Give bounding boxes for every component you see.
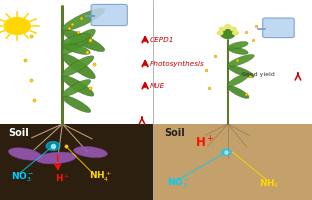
Ellipse shape	[62, 56, 94, 76]
Text: Seed yield: Seed yield	[242, 72, 275, 77]
Text: Field yield: Field yield	[94, 116, 125, 121]
Ellipse shape	[62, 43, 90, 54]
Text: NUE: NUE	[150, 83, 165, 89]
Text: H$^+$: H$^+$	[55, 172, 70, 184]
Ellipse shape	[62, 8, 105, 31]
Ellipse shape	[74, 146, 107, 158]
Text: NH$_4^+$: NH$_4^+$	[89, 170, 112, 184]
Circle shape	[231, 27, 236, 31]
Ellipse shape	[61, 54, 95, 79]
Ellipse shape	[8, 148, 41, 160]
Bar	[0, 124, 153, 200]
Ellipse shape	[227, 74, 249, 86]
Ellipse shape	[228, 47, 248, 54]
Ellipse shape	[227, 65, 254, 78]
Text: Soil: Soil	[164, 128, 185, 138]
Circle shape	[46, 142, 60, 150]
Text: H$^+$: H$^+$	[195, 136, 214, 151]
Ellipse shape	[62, 34, 90, 45]
Ellipse shape	[227, 54, 254, 67]
Ellipse shape	[61, 29, 95, 54]
Ellipse shape	[227, 86, 249, 98]
Text: Photosynthesis: Photosynthesis	[150, 61, 204, 67]
Ellipse shape	[62, 29, 105, 52]
Ellipse shape	[62, 80, 91, 96]
Text: NO$_3^-$: NO$_3^-$	[167, 177, 190, 190]
FancyBboxPatch shape	[263, 18, 294, 38]
Ellipse shape	[228, 42, 248, 49]
Ellipse shape	[62, 76, 94, 96]
Circle shape	[4, 18, 30, 34]
FancyBboxPatch shape	[91, 4, 127, 26]
Circle shape	[221, 30, 235, 38]
Text: NH$_4$: NH$_4$	[259, 177, 280, 190]
Circle shape	[217, 31, 223, 35]
Text: Soil: Soil	[8, 128, 29, 138]
Circle shape	[233, 31, 238, 35]
Bar	[153, 124, 312, 200]
Text: CEPD1: CEPD1	[150, 37, 174, 43]
Circle shape	[225, 25, 231, 28]
Circle shape	[221, 149, 231, 155]
Ellipse shape	[36, 152, 76, 164]
Circle shape	[219, 27, 225, 31]
Ellipse shape	[62, 96, 91, 112]
Text: NO$_3^-$: NO$_3^-$	[11, 171, 34, 184]
